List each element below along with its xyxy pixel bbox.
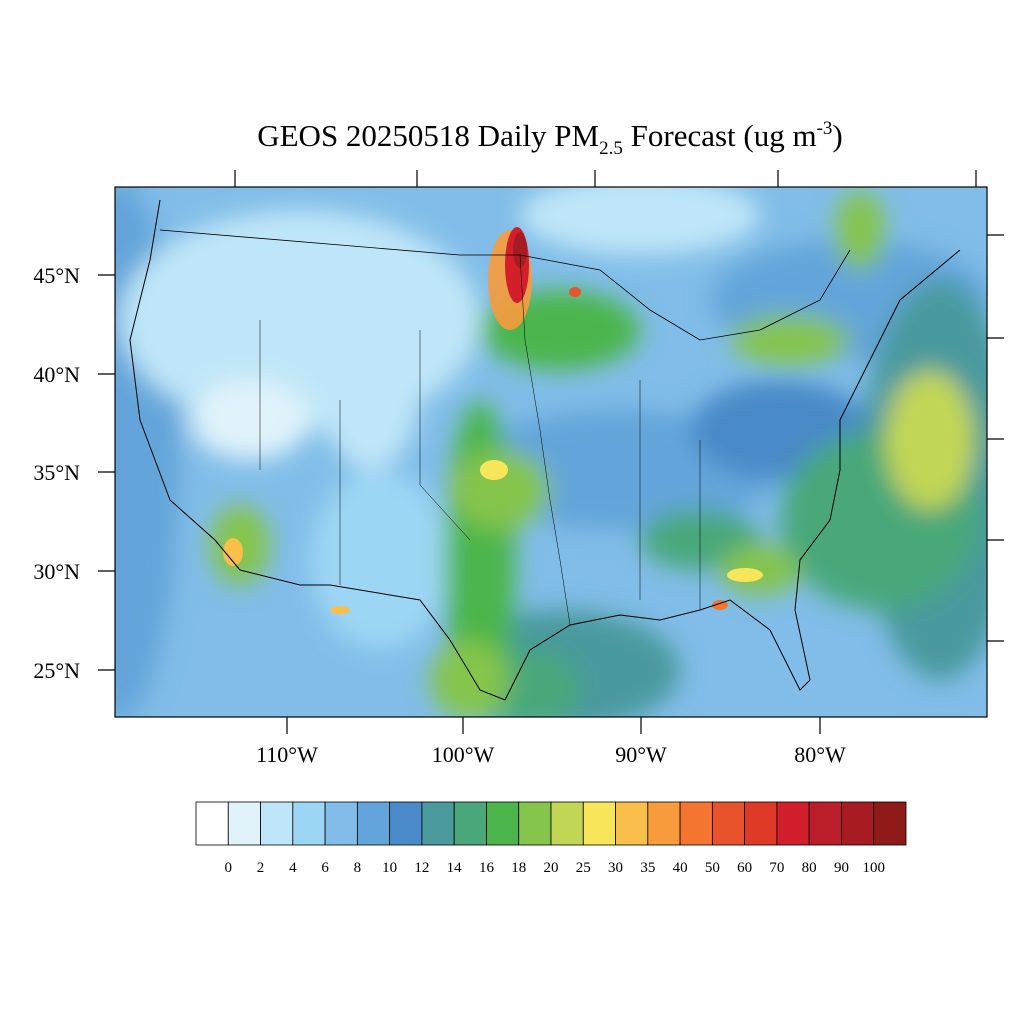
colorbar-label: 8	[354, 860, 362, 876]
colorbar-label: 70	[769, 860, 784, 876]
colorbar-box	[421, 801, 455, 846]
colorbar-label: 4	[289, 860, 297, 876]
title-subscript: 2.5	[599, 138, 623, 159]
colorbar-box	[195, 801, 229, 846]
colorbar-box	[356, 801, 391, 846]
colorbar-box	[808, 801, 842, 846]
colorbar-box	[518, 801, 552, 846]
colorbar-label: 30	[608, 860, 623, 876]
colorbar-label: 2	[257, 860, 265, 876]
state-lines	[259, 254, 701, 626]
colorbar-box	[711, 801, 746, 846]
lon-label: 80°W	[794, 742, 846, 767]
coastline	[129, 199, 961, 701]
colorbar-box	[615, 801, 649, 846]
colorbar-box	[744, 801, 778, 846]
colorbar-label: 14	[447, 860, 463, 876]
top-ticks	[234, 170, 977, 187]
title-text: Forecast (ug m	[623, 118, 817, 153]
axes: 45°N 40°N 35°N 30°N 25°N 110°W 100°W 90°W 80°W	[33, 170, 1004, 767]
colorbar-box	[453, 801, 487, 846]
colorbar-box	[324, 801, 358, 846]
title-superscript: -3	[817, 118, 833, 139]
lon-label: 110°W	[256, 742, 318, 767]
colorbar-label: 18	[511, 860, 526, 876]
colorbar-label: 6	[321, 860, 329, 876]
map-frame	[114, 186, 988, 718]
colorbar: 0 2 4 6 8 10 12 14 16 18 20 25 30 35 40 50 60 70 80 90 100	[195, 801, 907, 876]
colorbar-box	[227, 801, 261, 846]
lon-label: 100°W	[432, 742, 495, 767]
lat-label: 45°N	[33, 263, 80, 288]
colorbar-box	[873, 801, 907, 846]
colorbar-box	[260, 801, 294, 846]
colorbar-box	[647, 801, 681, 846]
colorbar-label: 35	[640, 860, 655, 876]
colorbar-label: 25	[576, 860, 591, 876]
lat-label: 35°N	[33, 460, 80, 485]
lat-label: 30°N	[33, 559, 80, 584]
title-text: GEOS 20250518 Daily PM	[257, 118, 599, 153]
colorbar-box	[582, 801, 616, 846]
right-ticks	[987, 234, 1004, 642]
title-text: )	[832, 118, 842, 153]
colorbar-label: 90	[834, 860, 849, 876]
colorbar-label: 20	[544, 860, 559, 876]
colorbar-label: 40	[673, 860, 688, 876]
colorbar-label: 12	[414, 860, 429, 876]
colorbar-box	[776, 801, 810, 846]
colorbar-label: 16	[479, 860, 495, 876]
map-field	[115, 187, 987, 717]
lat-label: 25°N	[33, 658, 80, 683]
colorbar-box	[841, 801, 875, 846]
border	[159, 229, 851, 341]
colorbar-box	[679, 801, 713, 846]
colorbar-label: 50	[705, 860, 720, 876]
lon-label: 90°W	[615, 742, 667, 767]
colorbar-label: 60	[737, 860, 752, 876]
colorbar-box	[292, 801, 326, 846]
colorbar-label: 0	[225, 860, 233, 876]
lat-label: 40°N	[33, 362, 80, 387]
colorbar-box	[550, 801, 584, 846]
map-title: GEOS 20250518 Daily PM2.5 Forecast (ug m…	[257, 118, 843, 159]
colorbar-label: 80	[802, 860, 817, 876]
colorbar-box	[389, 801, 423, 846]
colorbar-label: 10	[382, 860, 397, 876]
colorbar-label: 100	[862, 860, 885, 876]
colorbar-box	[486, 801, 520, 846]
